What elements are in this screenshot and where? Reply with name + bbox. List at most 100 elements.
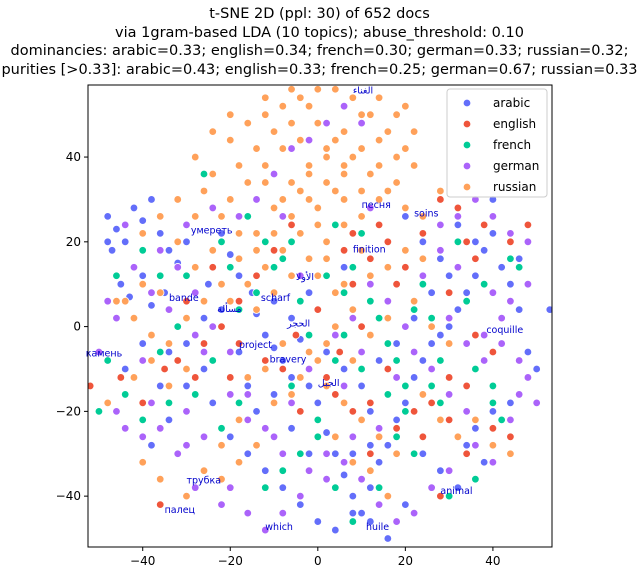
point-french bbox=[331, 356, 340, 365]
point-english bbox=[291, 330, 301, 340]
point-russian bbox=[252, 305, 261, 314]
point-russian bbox=[444, 339, 454, 348]
point-german bbox=[252, 195, 261, 204]
point-arabic bbox=[252, 407, 261, 416]
point-arabic bbox=[322, 428, 331, 437]
point-russian bbox=[339, 161, 349, 170]
point-french bbox=[339, 330, 349, 340]
point-arabic bbox=[304, 449, 314, 458]
point-french bbox=[366, 296, 375, 306]
point-french bbox=[331, 220, 340, 230]
point-arabic bbox=[545, 305, 552, 314]
point-arabic bbox=[471, 424, 480, 433]
point-russian bbox=[366, 466, 375, 475]
point-german bbox=[374, 424, 384, 433]
point-english bbox=[462, 237, 471, 247]
point-arabic bbox=[427, 339, 436, 348]
point-english bbox=[313, 305, 323, 314]
point-arabic bbox=[182, 339, 191, 348]
point-german bbox=[348, 432, 358, 441]
point-german bbox=[278, 508, 287, 518]
point-russian bbox=[208, 246, 217, 255]
point-german bbox=[479, 330, 489, 340]
point-russian bbox=[313, 118, 323, 128]
point-arabic bbox=[313, 517, 323, 526]
point-arabic bbox=[514, 254, 524, 263]
point-arabic bbox=[348, 449, 358, 458]
point-russian bbox=[331, 186, 340, 196]
point-german bbox=[103, 296, 112, 306]
point-arabic bbox=[506, 280, 515, 289]
point-german bbox=[261, 525, 270, 535]
points-layer bbox=[88, 85, 552, 543]
point-german bbox=[462, 339, 471, 348]
point-arabic bbox=[147, 195, 156, 204]
point-arabic bbox=[147, 301, 156, 310]
point-russian bbox=[287, 271, 296, 280]
point-english bbox=[436, 491, 445, 501]
point-german bbox=[427, 364, 436, 374]
point-french bbox=[138, 415, 147, 425]
point-russian bbox=[348, 458, 358, 467]
point-german bbox=[191, 483, 200, 492]
point-russian bbox=[182, 364, 191, 374]
point-french bbox=[383, 339, 393, 348]
point-german bbox=[348, 313, 358, 323]
point-arabic bbox=[278, 356, 287, 365]
legend-label-arabic: arabic bbox=[493, 96, 530, 110]
point-arabic bbox=[269, 390, 279, 399]
annotation-label: الغناء bbox=[353, 85, 373, 96]
point-french bbox=[462, 296, 471, 306]
point-russian bbox=[226, 135, 235, 145]
point-english bbox=[383, 364, 393, 374]
point-russian bbox=[313, 220, 323, 230]
point-russian bbox=[269, 229, 279, 238]
point-russian bbox=[278, 195, 287, 204]
point-german bbox=[121, 220, 130, 230]
point-russian bbox=[261, 263, 270, 272]
point-german bbox=[409, 347, 419, 357]
point-english bbox=[506, 432, 515, 441]
point-russian bbox=[436, 186, 445, 196]
point-french bbox=[331, 483, 340, 492]
point-russian bbox=[471, 415, 480, 425]
point-arabic bbox=[107, 246, 117, 255]
point-russian bbox=[191, 212, 200, 221]
point-russian bbox=[418, 212, 428, 221]
point-russian bbox=[261, 161, 270, 170]
point-russian bbox=[243, 178, 252, 187]
point-german bbox=[182, 220, 191, 230]
point-english bbox=[479, 220, 489, 230]
y-tick-label: 0 bbox=[73, 320, 81, 334]
point-russian bbox=[331, 135, 340, 145]
point-english bbox=[418, 229, 428, 238]
point-german bbox=[199, 347, 209, 357]
point-russian bbox=[208, 169, 217, 179]
point-russian bbox=[199, 296, 209, 306]
point-french bbox=[261, 237, 270, 247]
point-russian bbox=[112, 296, 121, 306]
point-russian bbox=[252, 246, 261, 255]
point-russian bbox=[313, 356, 323, 365]
point-english bbox=[366, 449, 375, 458]
point-french bbox=[296, 449, 305, 458]
point-russian bbox=[164, 339, 174, 348]
point-french bbox=[471, 474, 480, 484]
point-french bbox=[401, 381, 410, 391]
point-german bbox=[164, 305, 174, 314]
point-arabic bbox=[287, 373, 296, 382]
point-english bbox=[182, 296, 191, 306]
point-french bbox=[243, 212, 252, 221]
point-arabic bbox=[366, 407, 375, 416]
point-french bbox=[296, 296, 305, 306]
point-arabic bbox=[121, 364, 130, 374]
legend-marker-russian bbox=[462, 182, 472, 192]
point-french bbox=[304, 330, 314, 340]
point-arabic bbox=[436, 330, 445, 340]
point-arabic bbox=[269, 296, 279, 306]
point-german bbox=[479, 356, 489, 365]
point-arabic bbox=[366, 483, 375, 492]
point-french bbox=[392, 356, 401, 365]
point-russian bbox=[217, 212, 226, 221]
point-russian bbox=[331, 85, 340, 94]
